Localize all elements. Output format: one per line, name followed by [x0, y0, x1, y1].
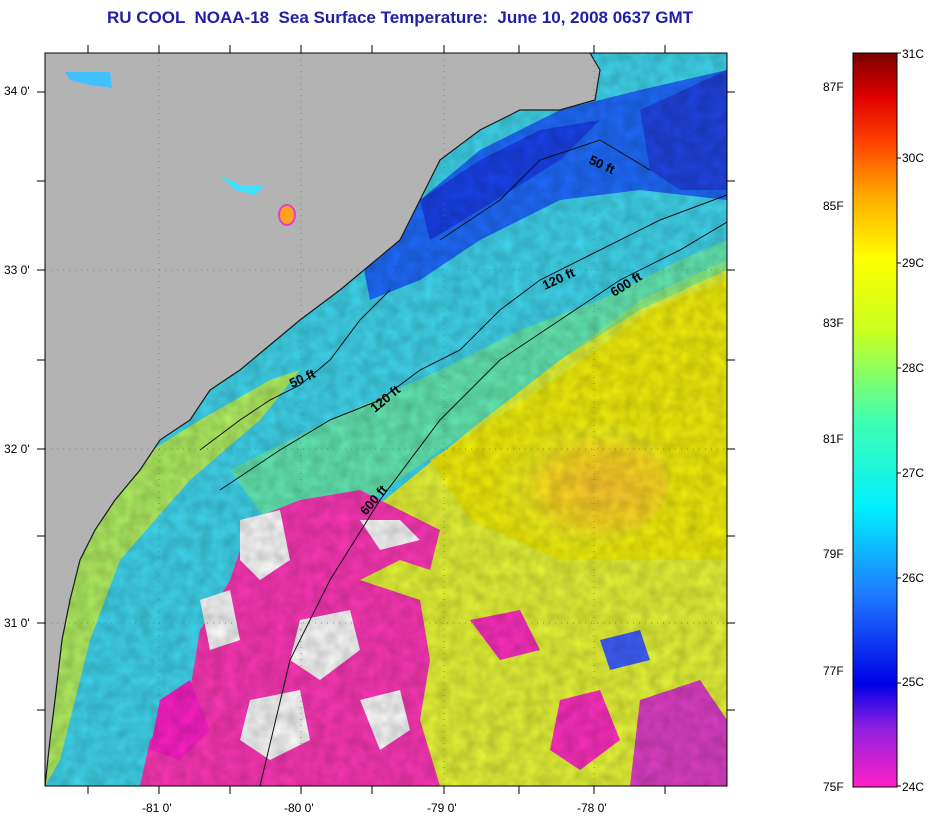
colorbar-celsius-label: 26C [902, 571, 925, 585]
contour-50ft [439, 139, 651, 241]
coastline [45, 53, 601, 786]
axis-ticks [37, 45, 735, 794]
colorbar-fahrenheit-label: 79F [823, 547, 844, 561]
lon-label: -80 0' [284, 801, 314, 815]
colorbar-fahrenheit-label: 85F [823, 199, 844, 213]
colorbar-celsius-label: 27C [902, 466, 925, 480]
colorbar-fahrenheit-label: 77F [823, 664, 844, 678]
gridlines [45, 53, 727, 786]
colorbar-celsius-label: 30C [902, 151, 925, 165]
colorbar-fahrenheit-label: 75F [823, 780, 844, 794]
colorbar [852, 52, 898, 788]
inland-lake-feature [65, 72, 112, 88]
colorbar-celsius-label: 29C [902, 256, 925, 270]
colorbar-fahrenheit-label: 87F [823, 80, 844, 94]
lat-label: 32 0' [4, 442, 30, 456]
inland-lake [278, 204, 296, 226]
lat-label: 33 0' [4, 263, 30, 277]
inland-lake-feature [220, 175, 265, 195]
colorbar-celsius-label: 28C [902, 361, 925, 375]
page-title: RU COOL NOAA-18 Sea Surface Temperature:… [106, 8, 694, 27]
contour-50ft [199, 289, 391, 451]
colorbar-fahrenheit-label: 81F [823, 432, 844, 446]
lon-label: -78 0' [577, 801, 607, 815]
colorbar-celsius-label: 24C [902, 780, 925, 794]
lat-label: 31 0' [4, 616, 30, 630]
map-image: 50 ft 120 ft 600 ft 50 ft 120 ft 600 ft [45, 53, 727, 786]
contour-600ft [259, 221, 727, 786]
colorbar-ticks [897, 52, 901, 787]
lon-label: -81 0' [142, 801, 172, 815]
lat-label: 34 0' [4, 84, 30, 98]
map-frame [44, 52, 728, 787]
colorbar-celsius-label: 25C [902, 675, 925, 689]
colorbar-fahrenheit-label: 83F [823, 316, 844, 330]
colorbar-celsius-label: 31C [902, 47, 925, 61]
contour-120ft [219, 194, 727, 491]
lon-label: -79 0' [427, 801, 457, 815]
land-mass [45, 53, 600, 786]
